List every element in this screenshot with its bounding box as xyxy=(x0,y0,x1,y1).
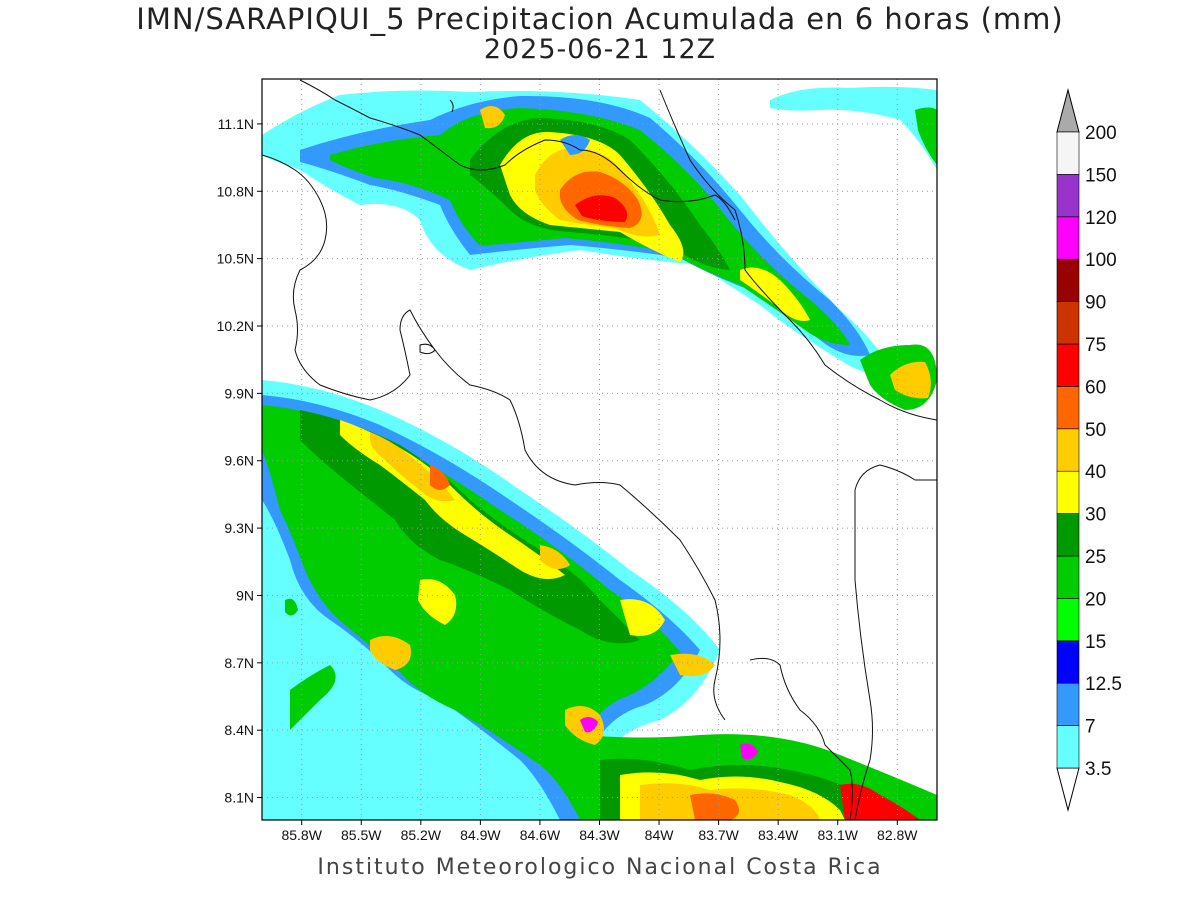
map-subtitle: 2025-06-21 12Z xyxy=(483,34,717,65)
lon-tick-label: 82.8W xyxy=(877,827,918,843)
colorbar-label: 50 xyxy=(1085,420,1106,441)
lat-tick-label: 8.1N xyxy=(224,790,254,806)
lon-tick-label: 84.3W xyxy=(579,827,620,843)
lat-tick-label: 11.1N xyxy=(218,116,254,132)
lon-tick-label: 83.1W xyxy=(818,827,859,843)
lat-tick-label: 9N xyxy=(236,587,254,603)
map-title: IMN/SARAPIQUI_5 Precipitacion Acumulada … xyxy=(136,2,1064,36)
colorbar-swatch xyxy=(1056,428,1080,472)
colorbar-label: 75 xyxy=(1085,335,1106,356)
colorbar-label: 7 xyxy=(1085,717,1096,738)
lon-tick-label: 85.2W xyxy=(401,827,442,843)
colorbar-swatch xyxy=(1056,598,1080,642)
colorbar-label: 40 xyxy=(1085,462,1106,483)
colorbar-label: 90 xyxy=(1085,293,1106,314)
lon-tick-label: 83.7W xyxy=(698,827,739,843)
colorbar-label: 200 xyxy=(1085,123,1117,144)
lat-tick-label: 10.2N xyxy=(217,318,254,334)
colorbar-swatch xyxy=(1056,258,1080,302)
colorbar-swatch xyxy=(1056,216,1080,260)
lon-tick-label: 84.6W xyxy=(520,827,561,843)
colorbar-swatch xyxy=(1056,301,1080,345)
lat-tick-label: 9.3N xyxy=(224,520,254,536)
colorbar-label: 25 xyxy=(1085,547,1106,568)
colorbar-label: 12.5 xyxy=(1085,674,1122,695)
colorbar-swatch xyxy=(1056,174,1080,218)
lat-tick-label: 8.7N xyxy=(224,655,254,671)
colorbar-label: 60 xyxy=(1085,377,1106,398)
colorbar-swatch xyxy=(1056,386,1080,430)
colorbar-swatch xyxy=(1056,513,1080,557)
latitude-axis: 8.1N 8.4N 8.7N 9N 9.3N 9.6N 9.9N 10.2N 10.5N 10.8… xyxy=(217,116,262,806)
colorbar: 3.5 7 12.5 15 20 25 30 40 50 60 75 90 100 120 150 200 xyxy=(1056,88,1122,812)
colorbar-top-arrow xyxy=(1056,88,1080,133)
colorbar-label: 150 xyxy=(1085,165,1117,186)
colorbar-swatch xyxy=(1056,725,1080,769)
colorbar-label: 15 xyxy=(1085,632,1106,653)
lat-tick-label: 9.6N xyxy=(224,453,254,469)
south-rain-band xyxy=(262,380,937,820)
lon-tick-label: 83.4W xyxy=(758,827,799,843)
lat-lon-grid xyxy=(262,79,937,820)
longitude-axis: 85.8W 85.5W 85.2W 84.9W 84.6W 84.3W 84W 83.7W 83… xyxy=(281,820,918,843)
colorbar-swatch xyxy=(1056,640,1080,684)
coastlines xyxy=(262,79,937,820)
colorbar-label: 120 xyxy=(1085,208,1117,229)
colorbar-label: 100 xyxy=(1085,250,1117,271)
lat-tick-label: 10.5N xyxy=(217,251,254,267)
credit-text: Instituto Meteorologico Nacional Costa R… xyxy=(317,855,883,880)
colorbar-label: 30 xyxy=(1085,505,1106,526)
lon-tick-label: 85.5W xyxy=(341,827,382,843)
lon-tick-label: 84.9W xyxy=(460,827,501,843)
colorbar-label: 20 xyxy=(1085,589,1106,610)
colorbar-swatch xyxy=(1056,131,1080,175)
colorbar-swatch xyxy=(1056,343,1080,387)
lon-tick-label: 85.8W xyxy=(281,827,322,843)
colorbar-swatch xyxy=(1056,470,1080,514)
lat-tick-label: 9.9N xyxy=(224,385,254,401)
lon-tick-label: 84W xyxy=(645,827,675,843)
lat-tick-label: 10.8N xyxy=(217,183,254,199)
lat-tick-label: 8.4N xyxy=(224,722,254,738)
colorbar-swatch xyxy=(1056,555,1080,599)
colorbar-swatch xyxy=(1056,682,1080,726)
colorbar-bottom-arrow xyxy=(1056,767,1080,812)
colorbar-label: 3.5 xyxy=(1085,759,1111,780)
